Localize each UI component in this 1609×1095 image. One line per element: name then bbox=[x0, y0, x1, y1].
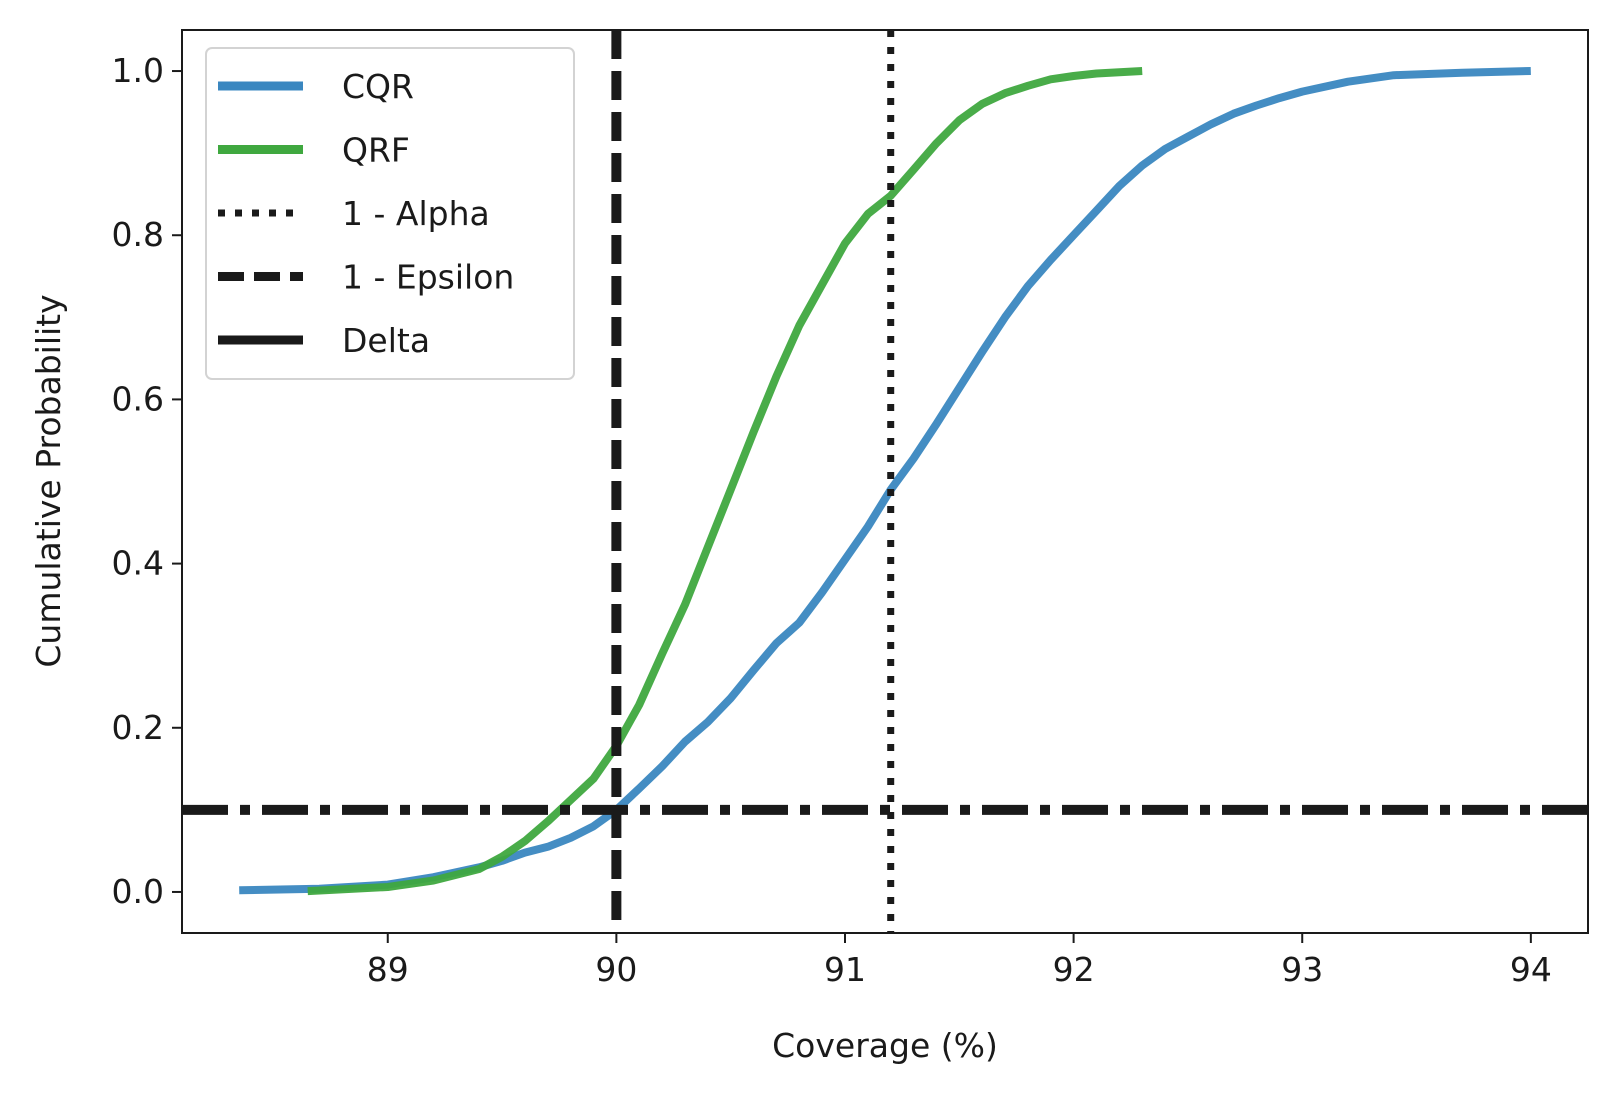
plot-area bbox=[182, 30, 1588, 933]
y-tick-label: 1.0 bbox=[112, 51, 164, 90]
x-tick-label: 93 bbox=[1281, 950, 1323, 989]
legend-label: CQR bbox=[342, 67, 414, 106]
x-tick-label: 94 bbox=[1510, 950, 1552, 989]
y-tick-label: 0.8 bbox=[112, 215, 164, 254]
legend: CQR QRF 1 - Alpha 1 - Epsilon Delta bbox=[205, 47, 575, 380]
y-tick-label: 0.0 bbox=[112, 872, 164, 911]
legend-label: Delta bbox=[342, 321, 430, 360]
plot-frame bbox=[181, 29, 1589, 934]
series-line-qrf bbox=[307, 67, 1143, 896]
legend-label: QRF bbox=[342, 131, 410, 170]
y-tick-label: 0.4 bbox=[112, 544, 164, 583]
x-axis-label: Coverage (%) bbox=[772, 1026, 998, 1065]
x-axis: 89 90 91 92 93 94 bbox=[367, 933, 1552, 989]
y-tick-label: 0.6 bbox=[112, 379, 164, 418]
x-tick-label: 90 bbox=[595, 950, 637, 989]
legend-box bbox=[205, 47, 575, 380]
x-tick-label: 89 bbox=[367, 950, 409, 989]
y-axis: 0.0 0.2 0.4 0.6 0.8 1.0 bbox=[112, 51, 182, 911]
y-tick-label: 0.2 bbox=[112, 708, 164, 747]
x-tick-label: 92 bbox=[1053, 950, 1095, 989]
legend-label: 1 - Alpha bbox=[342, 194, 490, 233]
y-axis-label: Cumulative Probability bbox=[29, 294, 68, 667]
x-tick-label: 91 bbox=[824, 950, 866, 989]
legend-label: 1 - Epsilon bbox=[342, 258, 514, 297]
